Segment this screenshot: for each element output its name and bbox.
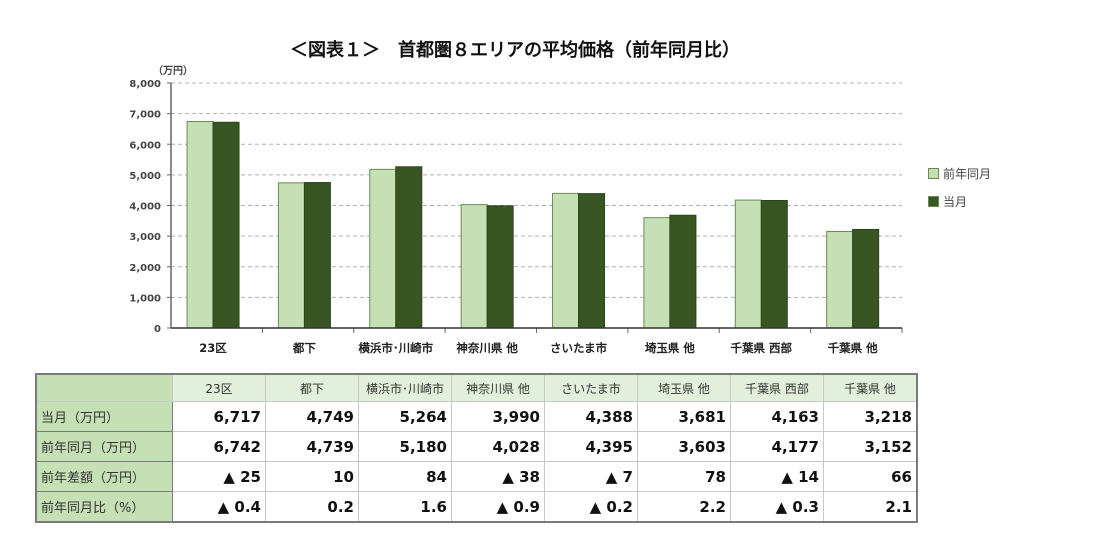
row-label: 当月（万円） — [35, 401, 173, 432]
table-cell: 5,264 — [358, 401, 452, 432]
bar-current — [303, 182, 331, 329]
bar-current — [486, 205, 514, 329]
table-cell: 1.6 — [358, 491, 452, 523]
column-header: さいたま市 — [544, 373, 638, 402]
bar-prev — [460, 204, 488, 329]
table-cell: 78 — [637, 461, 731, 492]
table-row: 前年同月比（%） ▲ 0.4 0.2 1.6 ▲ 0.9 ▲ 0.2 2.2 ▲ 0.3 2.1 — [35, 491, 918, 523]
table-cell: ▲ 0.9 — [451, 491, 545, 523]
column-header: 都下 — [265, 373, 359, 402]
table-cell: 4,395 — [544, 431, 638, 462]
table-header-row: 23区 都下 横浜市･川崎市 神奈川県 他さいたま市 埼玉県 他千葉県 西部 千葉県 他 — [35, 373, 918, 402]
table-cell: 3,218 — [823, 401, 918, 432]
x-tick-label: 埼玉県 他 — [645, 341, 696, 355]
y-tick-label: 0 — [154, 324, 161, 335]
y-tick-label: 8,000 — [129, 79, 161, 90]
bar-prev — [734, 199, 762, 329]
column-header: 神奈川県 他 — [451, 373, 545, 402]
table-cell: ▲ 0.2 — [544, 491, 638, 523]
bar-prev — [826, 230, 854, 329]
x-tick-label: 横浜市･川崎市 — [358, 341, 433, 355]
bar-prev — [643, 217, 671, 329]
table-cell: 6,717 — [172, 401, 266, 432]
bar-current — [852, 228, 880, 329]
chart-title: ＜図表１＞ 首都圏８エリアの平均価格（前年同月比） — [290, 40, 740, 61]
bar-current — [578, 193, 606, 329]
bar-prev — [552, 192, 580, 329]
table-cell: 2.2 — [637, 491, 731, 523]
x-tick-label: 23区 — [199, 341, 227, 355]
table-cell: ▲ 7 — [544, 461, 638, 492]
legend-item-current: 当月 — [928, 193, 967, 210]
bar-current — [212, 121, 240, 329]
table-cell: 2.1 — [823, 491, 918, 523]
bar-current — [760, 200, 788, 329]
y-tick-label: 2,000 — [129, 263, 161, 274]
table-cell: ▲ 25 — [172, 461, 266, 492]
column-header: 埼玉県 他 — [637, 373, 731, 402]
table-cell: 3,990 — [451, 401, 545, 432]
row-label: 前年同月（万円） — [35, 431, 173, 462]
table-cell: ▲ 0.3 — [730, 491, 824, 523]
table-cell: 6,742 — [172, 431, 266, 462]
table-cell: 66 — [823, 461, 918, 492]
bar-current — [395, 166, 423, 329]
y-tick-label: 5,000 — [129, 171, 161, 182]
table-cell: ▲ 38 — [451, 461, 545, 492]
y-tick-label: 4,000 — [129, 202, 161, 213]
table-cell: 5,180 — [358, 431, 452, 462]
legend-item-prev: 前年同月 — [928, 165, 991, 182]
x-tick-label: さいたま市 — [550, 341, 608, 355]
y-tick-label: 7,000 — [129, 110, 161, 121]
y-axis-unit: （万円） — [153, 64, 193, 77]
table-cell: 84 — [358, 461, 452, 492]
table-cell: 4,749 — [265, 401, 359, 432]
bar-prev — [186, 121, 214, 329]
bar-current — [669, 214, 697, 329]
legend-swatch — [928, 168, 939, 179]
y-tick-label: 3,000 — [129, 232, 161, 243]
bar-prev — [369, 168, 397, 329]
table-cell: 0.2 — [265, 491, 359, 523]
table-row: 前年差額（万円） ▲ 25 10 84 ▲ 38 ▲ 7 78 ▲ 14 66 — [35, 461, 918, 492]
table-cell: 3,152 — [823, 431, 918, 462]
table-cell: 4,028 — [451, 431, 545, 462]
table-cell: 4,177 — [730, 431, 824, 462]
table-cell: 3,603 — [637, 431, 731, 462]
table-cell: 4,388 — [544, 401, 638, 432]
bar-prev — [277, 182, 305, 329]
table-cell: 4,163 — [730, 401, 824, 432]
table-row: 前年同月（万円） 6,742 4,739 5,180 4,028 4,395 3,603 4,… — [35, 431, 918, 462]
y-tick-label: 1,000 — [129, 293, 161, 304]
legend-swatch — [928, 196, 939, 207]
x-tick-label: 千葉県 西部 — [731, 341, 793, 355]
x-tick-label: 神奈川県 他 — [456, 341, 518, 355]
data-table: 23区 都下 横浜市･川崎市 神奈川県 他さいたま市 埼玉県 他千葉県 西部 千葉県 他 … — [35, 373, 918, 523]
row-label: 前年差額（万円） — [35, 461, 173, 492]
table-cell: 10 — [265, 461, 359, 492]
y-tick-label: 6,000 — [129, 140, 161, 151]
table-cell: ▲ 0.4 — [172, 491, 266, 523]
x-tick-label: 千葉県 他 — [828, 341, 879, 355]
row-label: 前年同月比（%） — [35, 491, 173, 523]
table-cell: 3,681 — [637, 401, 731, 432]
table-cell: ▲ 14 — [730, 461, 824, 492]
column-header: 横浜市･川崎市 — [358, 373, 452, 402]
x-tick-label: 都下 — [292, 341, 316, 355]
bar-chart: （万円） 0 1,000 2,000 3,000 4,000 5,000 6,000 7,000… — [129, 64, 903, 355]
column-header: 千葉県 西部 — [730, 373, 824, 402]
table-row: 当月（万円） 6,717 4,749 5,264 3,990 4,388 3,681 4,16… — [35, 401, 918, 432]
column-header: 千葉県 他 — [823, 373, 918, 402]
column-header: 23区 — [172, 373, 266, 402]
legend-label: 当月 — [943, 195, 968, 209]
legend-label: 前年同月 — [943, 167, 992, 181]
corner-cell — [35, 373, 173, 402]
table-cell: 4,739 — [265, 431, 359, 462]
